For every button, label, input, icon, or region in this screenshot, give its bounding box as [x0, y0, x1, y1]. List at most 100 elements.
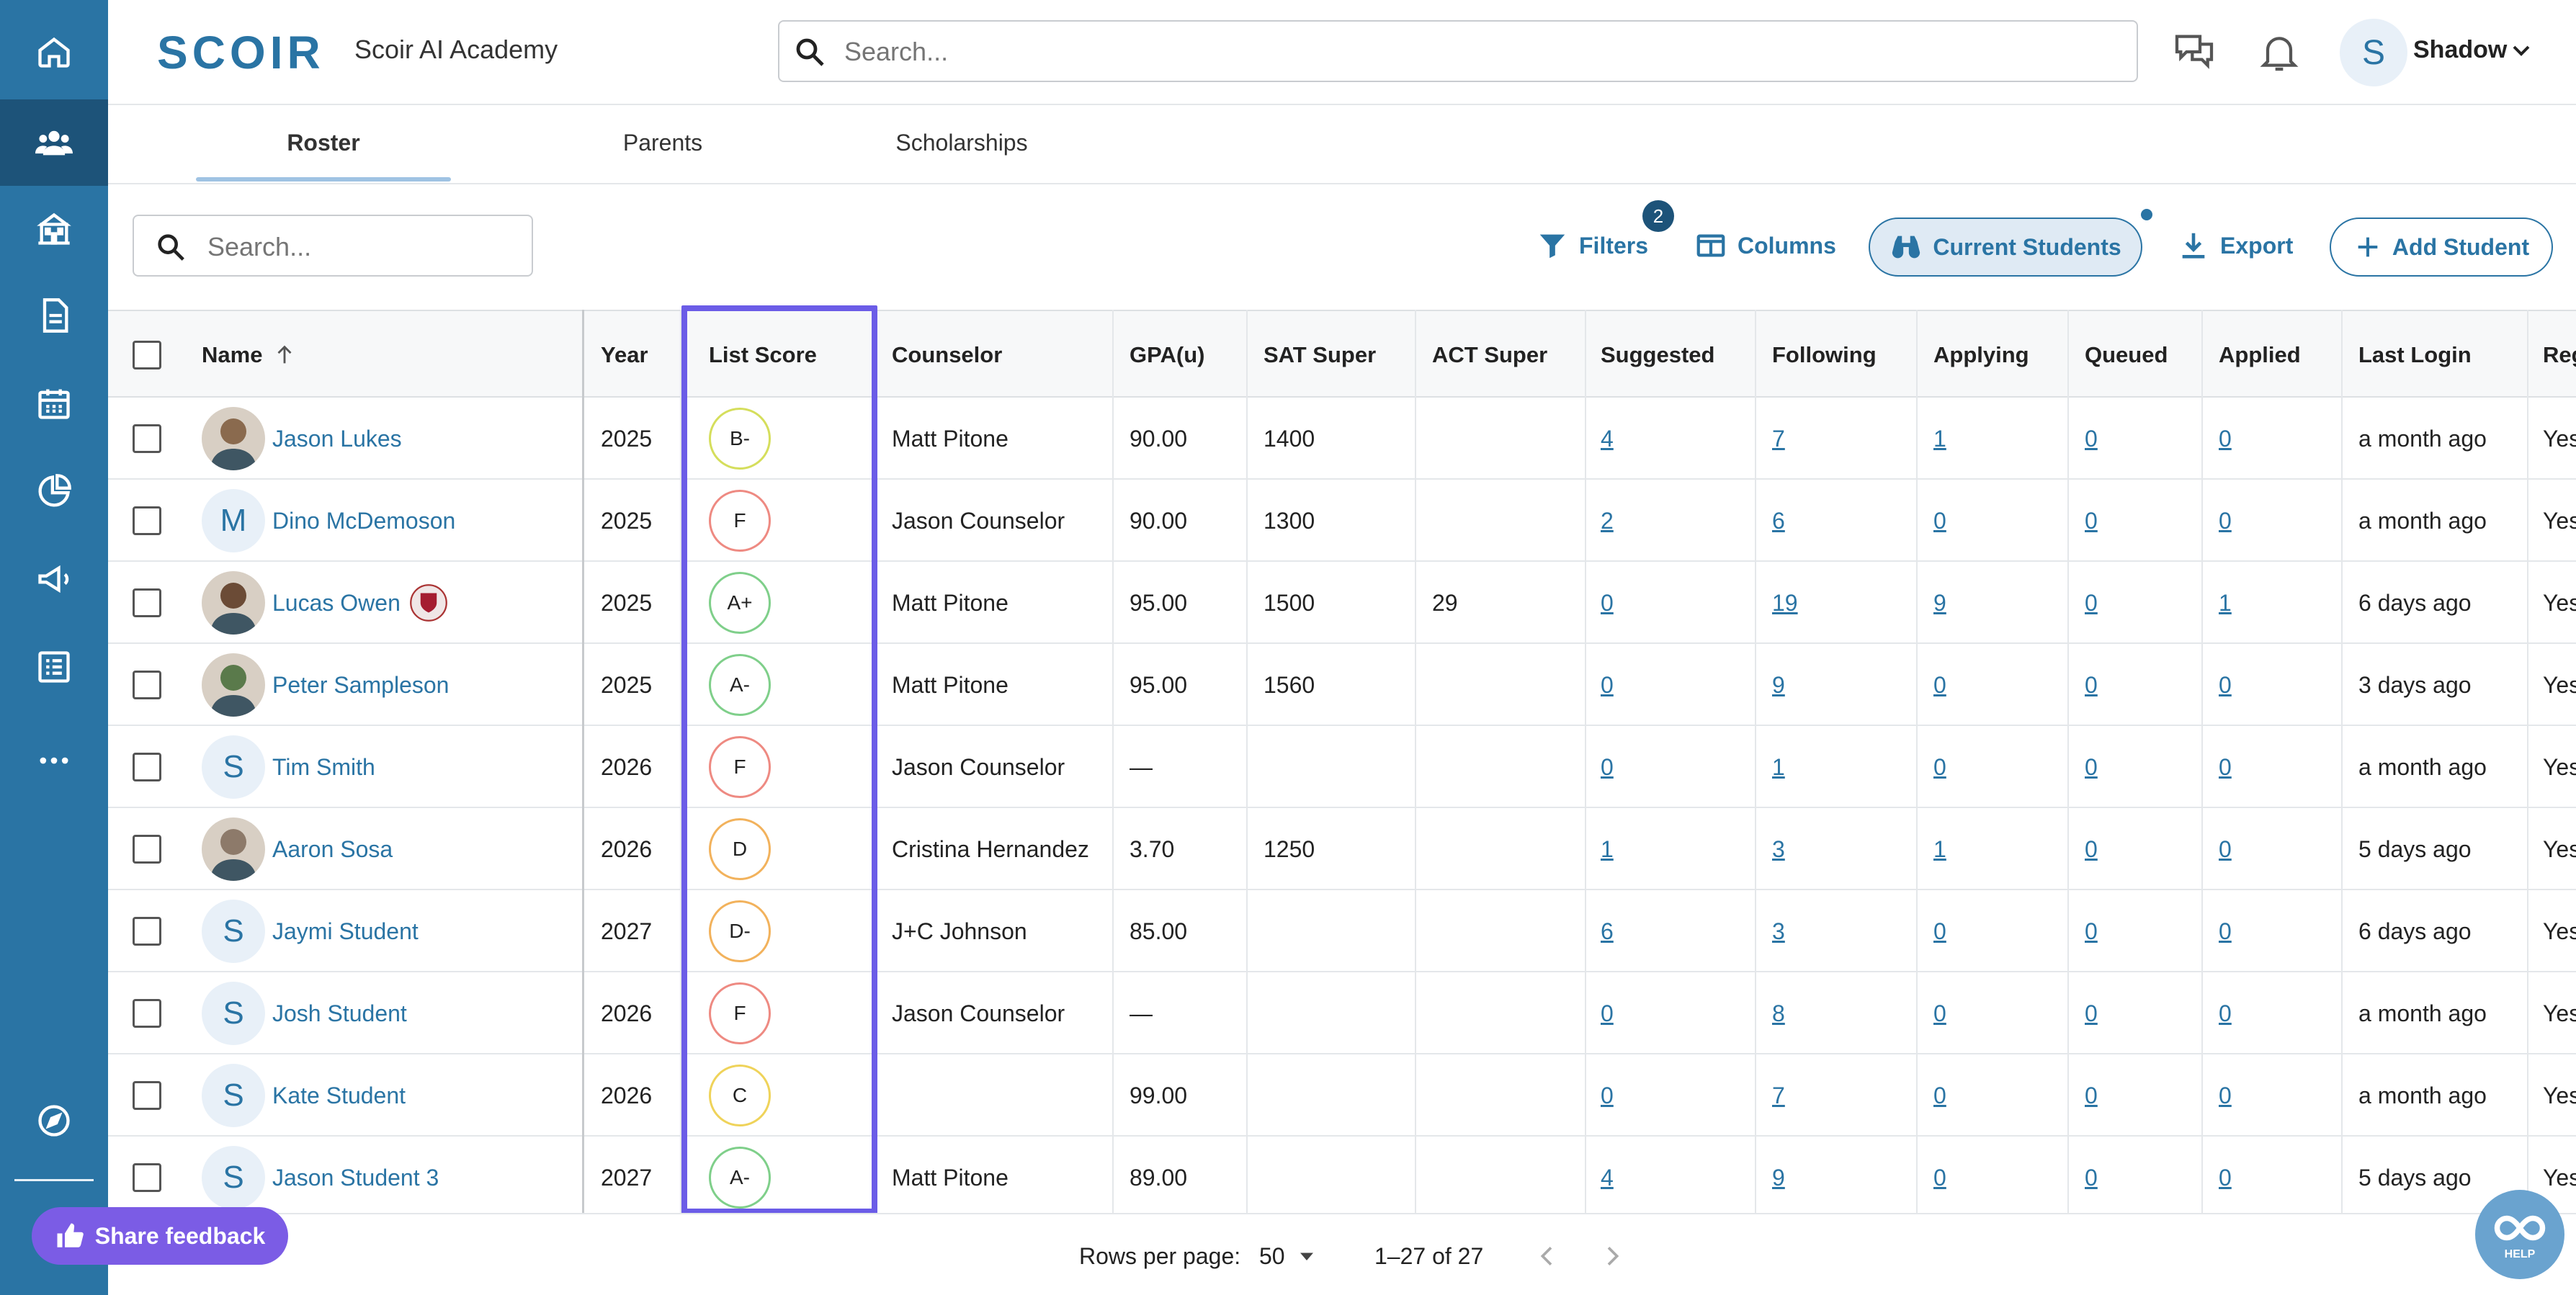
student-name-link[interactable]: Aaron Sosa [272, 835, 393, 862]
table-row[interactable]: M Dino McDemoson F 2025 Jason Counselor 90.00… [108, 480, 2576, 562]
student-name-link[interactable]: Tim Smith [272, 753, 375, 780]
student-name-link[interactable]: Jason Student 3 [272, 1164, 439, 1191]
column-header-counselor[interactable]: Counselor [892, 342, 1003, 367]
table-row[interactable]: Lucas Owen A+ 2025 Matt Pitone 95.00 1500 29 0 1… [108, 562, 2576, 644]
cell-applied[interactable]: 1 [2219, 589, 2232, 616]
cell-applying[interactable]: 0 [1933, 1082, 1946, 1108]
row-checkbox[interactable] [133, 506, 161, 535]
column-header-following[interactable]: Following [1772, 342, 1877, 367]
cell-applying[interactable]: 1 [1933, 425, 1946, 452]
roster-search-input[interactable] [207, 230, 510, 264]
cell-queued[interactable]: 0 [2085, 1000, 2098, 1026]
cell-following[interactable]: 9 [1772, 1164, 1785, 1191]
cell-suggested[interactable]: 4 [1601, 1164, 1614, 1191]
table-row[interactable]: Aaron Sosa D 2026 Cristina Hernandez 3.70 125… [108, 808, 2576, 890]
cell-applied[interactable]: 0 [2219, 507, 2232, 534]
column-header-list-score[interactable]: List Score [709, 342, 817, 367]
row-checkbox[interactable] [133, 1081, 161, 1110]
cell-suggested[interactable]: 0 [1601, 1082, 1614, 1108]
cell-applied[interactable]: 0 [2219, 918, 2232, 944]
filters-button[interactable]: Filters [1536, 219, 1648, 272]
colleges-nav-button[interactable] [0, 186, 108, 272]
table-row[interactable]: S Jason Student 3 A- 2027 Matt Pitone 89.00 4 9… [108, 1137, 2576, 1213]
row-checkbox[interactable] [133, 1163, 161, 1192]
dropdown-arrow-icon[interactable] [1294, 1243, 1320, 1269]
share-feedback-button[interactable]: Share feedback [32, 1207, 288, 1265]
cell-following[interactable]: 7 [1772, 425, 1785, 452]
export-button[interactable]: Export [2177, 219, 2293, 272]
row-checkbox[interactable] [133, 671, 161, 699]
cell-applying[interactable]: 1 [1933, 835, 1946, 862]
column-header-year[interactable]: Year [601, 342, 648, 367]
cell-applied[interactable]: 0 [2219, 753, 2232, 780]
student-name-link[interactable]: Peter Sampleson [272, 671, 450, 698]
cell-queued[interactable]: 0 [2085, 425, 2098, 452]
cell-applying[interactable]: 0 [1933, 671, 1946, 698]
table-row[interactable]: Jason Lukes B- 2025 Matt Pitone 90.00 1400 4 7 1… [108, 398, 2576, 480]
more-nav-button[interactable] [0, 717, 108, 804]
cell-following[interactable]: 3 [1772, 918, 1785, 944]
column-header-name[interactable]: Name [202, 311, 297, 399]
rows-per-page-select[interactable]: 50 [1259, 1243, 1285, 1269]
column-header-reg[interactable]: Reg [2543, 342, 2576, 367]
current-students-button[interactable]: Current Students [1869, 218, 2142, 277]
column-header-applied[interactable]: Applied [2219, 342, 2301, 367]
cell-suggested[interactable]: 1 [1601, 835, 1614, 862]
students-nav-button[interactable] [0, 99, 108, 186]
cell-applied[interactable]: 0 [2219, 1082, 2232, 1108]
column-header-suggested[interactable]: Suggested [1601, 342, 1715, 367]
checklist-nav-button[interactable] [0, 624, 108, 710]
documents-nav-button[interactable] [0, 272, 108, 359]
cell-suggested[interactable]: 0 [1601, 589, 1614, 616]
scoir-logo[interactable]: SCOIR [157, 27, 325, 79]
column-header-act[interactable]: ACT Super [1432, 342, 1548, 367]
add-student-button[interactable]: Add Student [2330, 218, 2553, 277]
cell-suggested[interactable]: 0 [1601, 671, 1614, 698]
cell-queued[interactable]: 0 [2085, 835, 2098, 862]
cell-applying[interactable]: 0 [1933, 918, 1946, 944]
explore-nav-button[interactable] [0, 1077, 108, 1164]
cell-following[interactable]: 1 [1772, 753, 1785, 780]
select-all-checkbox[interactable] [133, 341, 161, 369]
cell-queued[interactable]: 0 [2085, 1164, 2098, 1191]
chevron-down-icon[interactable] [2507, 36, 2536, 65]
column-header-gpa[interactable]: GPA(u) [1130, 342, 1205, 367]
cell-applying[interactable]: 0 [1933, 1000, 1946, 1026]
cell-following[interactable]: 7 [1772, 1082, 1785, 1108]
column-header-sat[interactable]: SAT Super [1264, 342, 1377, 367]
cell-queued[interactable]: 0 [2085, 753, 2098, 780]
cell-suggested[interactable]: 0 [1601, 753, 1614, 780]
tab-roster[interactable]: Roster [287, 130, 360, 156]
previous-page-icon[interactable] [1533, 1242, 1562, 1271]
row-checkbox[interactable] [133, 835, 161, 864]
row-checkbox[interactable] [133, 424, 161, 453]
row-checkbox[interactable] [133, 588, 161, 617]
cell-queued[interactable]: 0 [2085, 671, 2098, 698]
column-header-queued[interactable]: Queued [2085, 342, 2168, 367]
cell-applying[interactable]: 0 [1933, 1164, 1946, 1191]
cell-applied[interactable]: 0 [2219, 1000, 2232, 1026]
table-row[interactable]: S Jaymi Student D- 2027 J+C Johnson 85.00 6 3 0 0… [108, 890, 2576, 972]
tab-parents[interactable]: Parents [622, 130, 703, 156]
cell-following[interactable]: 9 [1772, 671, 1785, 698]
cell-queued[interactable]: 0 [2085, 918, 2098, 944]
table-row[interactable]: Peter Sampleson A- 2025 Matt Pitone 95.00 156… [108, 644, 2576, 726]
cell-applied[interactable]: 0 [2219, 425, 2232, 452]
help-button[interactable]: HELP [2475, 1190, 2564, 1279]
cell-suggested[interactable]: 6 [1601, 918, 1614, 944]
global-search-input[interactable] [844, 35, 2069, 69]
roster-search-box[interactable] [133, 215, 533, 277]
cell-queued[interactable]: 0 [2085, 1082, 2098, 1108]
announcements-nav-button[interactable] [0, 536, 108, 622]
tab-scholarships[interactable]: Scholarships [895, 130, 1028, 156]
column-header-last-login[interactable]: Last Login [2358, 342, 2472, 367]
student-name-link[interactable]: Jaymi Student [272, 918, 419, 944]
home-nav-button[interactable] [0, 9, 108, 95]
analytics-nav-button[interactable] [0, 448, 108, 534]
row-checkbox[interactable] [133, 753, 161, 781]
table-row[interactable]: S Tim Smith F 2026 Jason Counselor — 0 1 0 0 0 a mo… [108, 726, 2576, 808]
cell-applying[interactable]: 0 [1933, 507, 1946, 534]
table-row[interactable]: S Josh Student F 2026 Jason Counselor — 0 8 0 0 0 a… [108, 972, 2576, 1054]
cell-applying[interactable]: 0 [1933, 753, 1946, 780]
table-row[interactable]: S Kate Student C 2026 99.00 0 7 0 0 0 a month ago Y… [108, 1054, 2576, 1137]
